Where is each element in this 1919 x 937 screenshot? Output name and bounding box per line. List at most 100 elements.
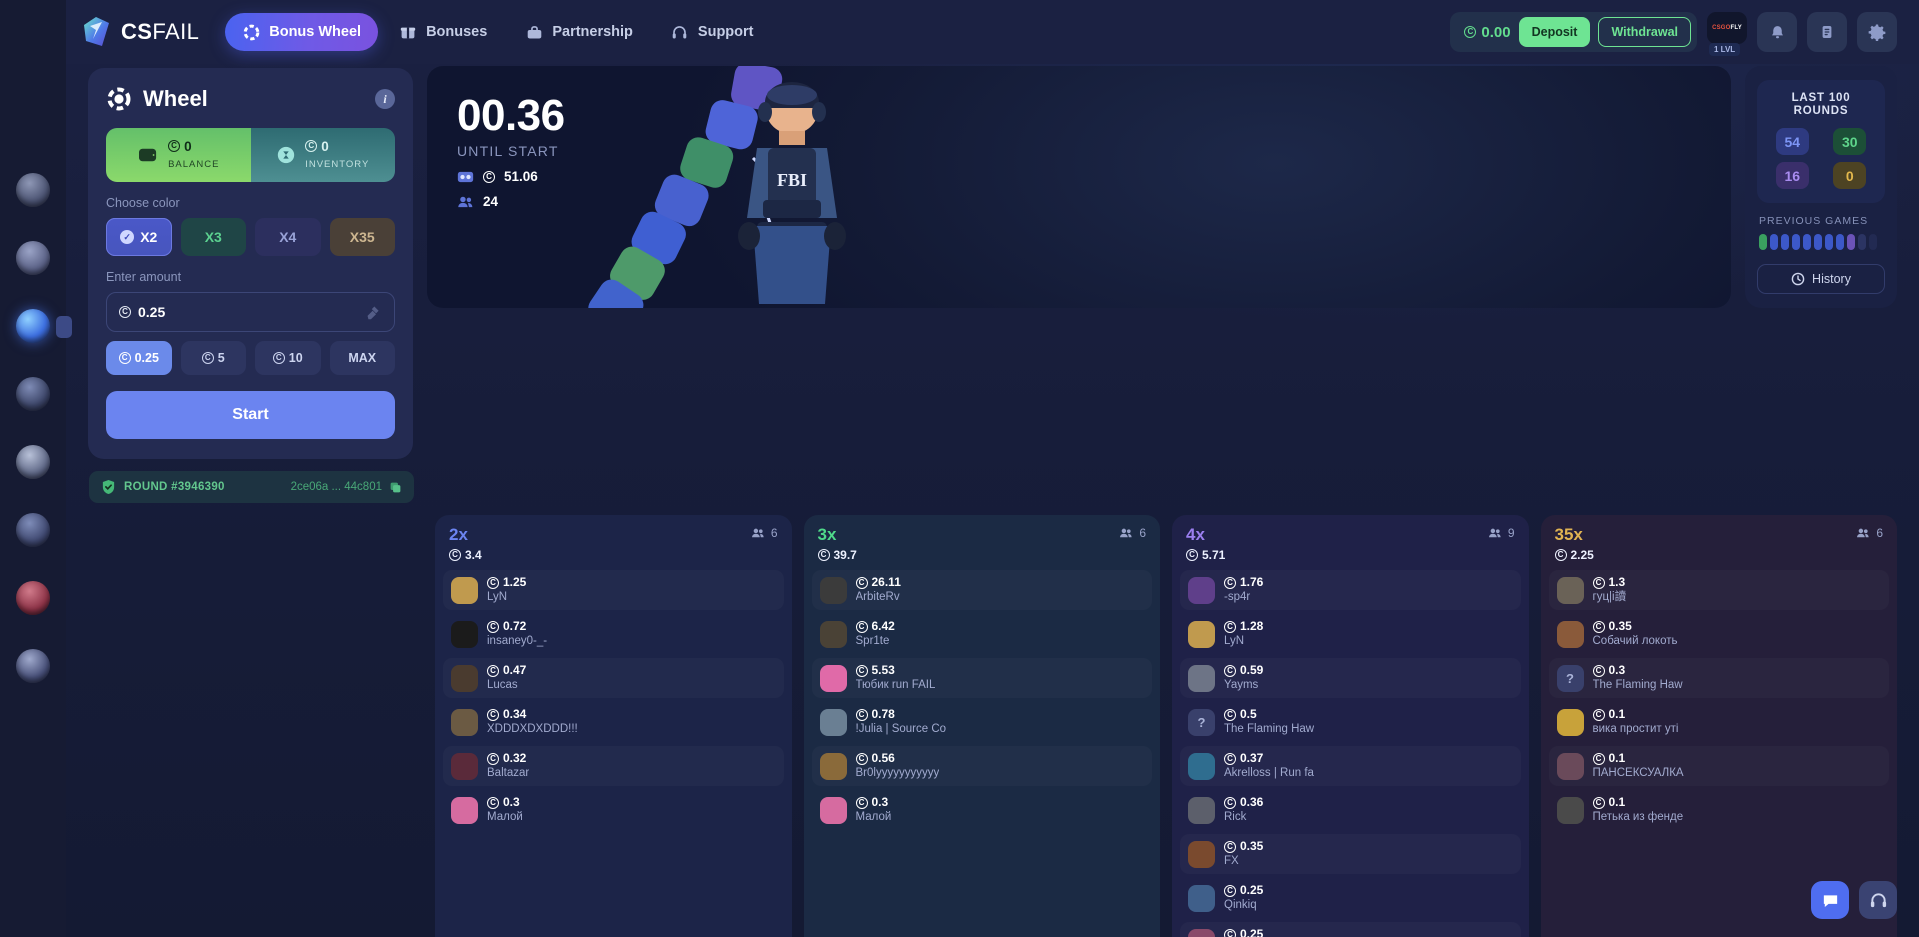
chat-icon[interactable] — [1811, 881, 1849, 919]
nav-support[interactable]: Support — [654, 13, 771, 51]
rail-item-7[interactable] — [13, 578, 53, 618]
coin-icon — [1592, 664, 1605, 677]
bet-info: 0.25roynesente — [1224, 927, 1281, 937]
rail-item-6[interactable] — [13, 510, 53, 550]
coin-icon — [855, 576, 868, 589]
previous-game-pill — [1825, 234, 1833, 251]
bet-amount: 0.25 — [1224, 927, 1281, 937]
nav-label: Support — [697, 24, 754, 40]
bet-column-2x[interactable]: 2x3.461.25LyN0.72insaney0-_-0.47Lucas0.3… — [435, 515, 792, 937]
quick-amount-0-25[interactable]: 0.25 — [106, 341, 172, 375]
copy-icon[interactable] — [389, 481, 402, 494]
rail-item-2[interactable] — [13, 238, 53, 278]
color-option-x4[interactable]: X4 — [255, 218, 321, 256]
bet-column-titles: 3x 39.7 — [817, 526, 857, 562]
avatar — [1188, 928, 1215, 937]
spinning-wheel-graphic — [557, 66, 897, 308]
quick-amount-10[interactable]: 10 — [255, 341, 321, 375]
history-button[interactable]: History — [1757, 264, 1885, 294]
balance-tab[interactable]: 0 BALANCE — [106, 128, 251, 182]
gear-icon[interactable] — [1857, 12, 1897, 52]
quick-amount-5[interactable]: 5 — [180, 341, 246, 375]
previous-games-row — [1757, 234, 1877, 251]
round-info-bar[interactable]: ROUND #3946390 2ce06a ... 44c801 — [89, 471, 414, 503]
color-option-x3[interactable]: X3 — [180, 218, 246, 256]
brand-name: CSFAIL — [121, 19, 200, 44]
color-selector: ✓ X2 X3 X4 X35 — [106, 218, 395, 256]
game-panel: 00.36 UNTIL START 51.06 — [427, 66, 1731, 308]
headset-icon — [671, 23, 689, 41]
start-button[interactable]: Start — [106, 391, 395, 439]
avatar — [819, 708, 847, 736]
rail-item-4[interactable] — [13, 374, 53, 414]
color-option-x2[interactable]: ✓ X2 — [106, 218, 172, 256]
bet-column-titles: 35x 2.25 — [1554, 526, 1594, 562]
bank-value: 51.06 — [504, 169, 538, 184]
main-nav: Bonus Wheel Bonuses Partnership — [225, 13, 770, 51]
floating-actions — [1811, 881, 1897, 919]
quick-amount-max[interactable]: MAX — [329, 341, 395, 375]
bet-multiplier: 2x — [449, 525, 468, 544]
avatar — [451, 752, 478, 780]
avatar — [1188, 664, 1215, 692]
coin-icon — [272, 352, 285, 364]
rail-item-1[interactable] — [13, 170, 53, 210]
bet-column-header: 4x 5.71 9 — [1172, 515, 1529, 570]
bet-username: FX — [1224, 854, 1239, 867]
round-hash[interactable]: 2ce06a ... 44c801 — [291, 481, 402, 494]
avatar — [1188, 796, 1215, 824]
bet-total: 2.25 — [1554, 548, 1594, 562]
avatar — [1556, 576, 1584, 604]
deposit-button[interactable]: Deposit — [1518, 17, 1591, 47]
bet-amount: 1.3 — [1592, 575, 1627, 589]
avatar — [1188, 840, 1215, 868]
level-badge[interactable]: CSGOFLY 1 LVL — [1707, 12, 1747, 56]
clear-amount-icon[interactable] — [365, 304, 382, 321]
bet-username: ArbiteRv — [855, 590, 900, 603]
inventory-label: INVENTORY — [305, 158, 370, 170]
coin-icon — [119, 306, 131, 318]
bet-amount: 0.5 — [1224, 707, 1314, 721]
nav-partnership[interactable]: Partnership — [508, 13, 650, 51]
rail-item-8[interactable] — [13, 646, 53, 686]
rail-item-5[interactable] — [13, 442, 53, 482]
document-icon[interactable] — [1807, 12, 1847, 52]
coin-icon — [483, 170, 495, 183]
bell-icon[interactable] — [1757, 12, 1797, 52]
coin-icon — [1224, 708, 1236, 721]
bet-username: XDDDXDXDDD!!! — [487, 722, 578, 735]
color-option-x35[interactable]: X35 — [329, 218, 395, 256]
info-icon[interactable]: i — [375, 89, 395, 109]
bet-player-count: 6 — [1856, 526, 1883, 540]
headset-icon[interactable] — [1859, 881, 1897, 919]
until-start-label: UNTIL START — [457, 143, 559, 159]
avatar — [1556, 752, 1584, 780]
amount-input[interactable]: 0.25 — [106, 292, 395, 332]
withdrawal-button[interactable]: Withdrawal — [1598, 17, 1691, 47]
brand-logo[interactable]: CSFAIL — [82, 16, 199, 48]
previous-game-pill — [1792, 234, 1800, 251]
nav-bonuses[interactable]: Bonuses — [382, 13, 504, 51]
fbi-character-image: FBI — [727, 76, 857, 308]
rail-item-3-selected[interactable]: › — [13, 306, 68, 346]
inventory-tab[interactable]: 0 INVENTORY — [250, 128, 395, 182]
bet-username: Br0lyyyyyyyyyyy — [855, 766, 940, 779]
bet-item: 0.78!Julia | Source Co — [812, 702, 1153, 742]
nav-bonus-wheel[interactable]: Bonus Wheel — [225, 13, 379, 51]
coin-icon — [1224, 884, 1236, 897]
last-100-grid: 54 30 16 0 — [1767, 128, 1875, 190]
bet-username: The Flaming Haw — [1592, 678, 1683, 691]
